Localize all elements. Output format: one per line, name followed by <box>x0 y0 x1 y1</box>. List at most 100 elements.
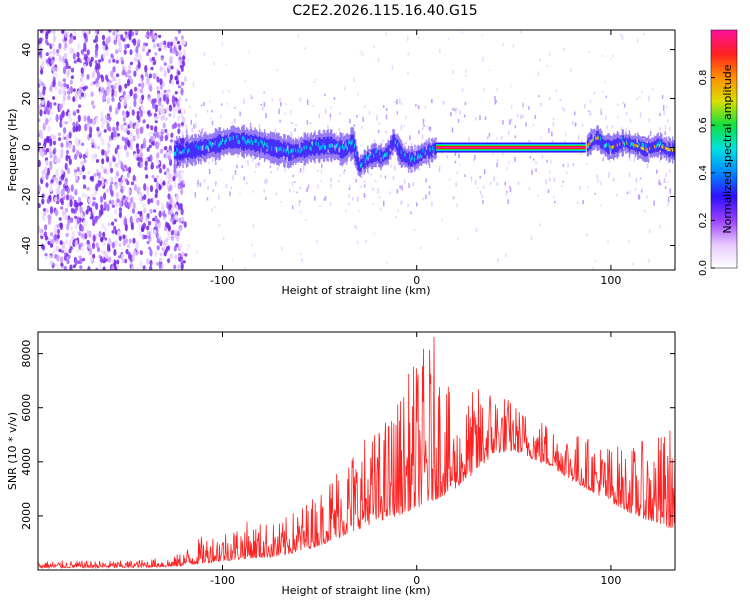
trace-core <box>373 153 375 158</box>
snr-x-ticks: -100 0 100 <box>210 332 621 587</box>
noise-speck <box>221 42 224 46</box>
trace-halo <box>215 161 217 165</box>
noise-speck <box>90 175 95 182</box>
noise-speck <box>142 44 146 51</box>
noise-speck <box>123 122 127 126</box>
noise-speck <box>151 56 155 62</box>
noise-speck <box>180 65 184 72</box>
trace-halo <box>221 103 223 106</box>
trace-halo <box>572 163 575 166</box>
trace-mid <box>345 140 347 156</box>
noise-speck <box>72 239 76 248</box>
noise-speck <box>166 183 170 188</box>
noise-speck <box>174 229 178 235</box>
noise-speck <box>167 210 172 215</box>
trace-halo <box>199 157 202 160</box>
noise-speck <box>91 144 95 148</box>
trace-halo <box>451 107 453 111</box>
trace-halo <box>509 185 511 189</box>
trace-halo <box>291 122 293 124</box>
noise-speck <box>158 34 162 39</box>
noise-speck <box>54 66 58 72</box>
noise-speck <box>41 99 45 105</box>
trace-halo <box>293 181 296 183</box>
noise-speck <box>40 152 44 158</box>
noise-speck <box>180 208 184 216</box>
trace-halo <box>185 162 187 166</box>
noise-speck <box>234 121 236 124</box>
trace-halo <box>363 193 366 198</box>
noise-speck <box>71 196 75 200</box>
noise-speck <box>38 89 41 96</box>
noise-speck <box>218 223 220 227</box>
trace-halo <box>318 113 320 119</box>
noise-speck <box>45 59 49 64</box>
trace-core <box>409 155 411 160</box>
trace-halo <box>342 141 344 144</box>
noise-speck <box>92 105 96 109</box>
trace-mid <box>304 139 307 158</box>
trace-halo <box>612 177 615 182</box>
trace-halo <box>665 141 668 146</box>
trace-halo <box>390 157 392 160</box>
trace-core <box>429 147 432 152</box>
noise-speck <box>61 120 65 126</box>
noise-speck <box>169 253 173 259</box>
noise-speck <box>113 130 117 138</box>
noise-speck <box>111 88 115 96</box>
noise-speck <box>149 185 154 193</box>
noise-speck <box>120 60 125 65</box>
noise-speck <box>120 34 124 41</box>
noise-speck <box>159 178 163 186</box>
trace-core <box>219 141 222 146</box>
noise-speck <box>60 142 64 148</box>
trace-halo <box>370 173 372 176</box>
noise-speck <box>632 262 634 266</box>
trace-mid <box>254 134 256 153</box>
trace-halo <box>198 130 201 133</box>
trace-core <box>182 149 184 154</box>
trace-halo <box>483 169 486 175</box>
noise-speck <box>49 84 53 92</box>
noise-speck <box>118 211 122 219</box>
trace-core <box>230 136 232 141</box>
trace-core-hot <box>619 142 621 146</box>
noise-speck <box>641 90 643 94</box>
trace-halo <box>265 196 267 201</box>
trace-halo <box>306 120 309 125</box>
noise-speck <box>49 243 54 248</box>
trace-halo <box>252 190 255 193</box>
trace-core <box>339 145 342 150</box>
noise-speck <box>172 112 176 119</box>
trace-halo <box>181 131 184 137</box>
trace-halo <box>255 163 257 169</box>
trace-halo <box>229 191 231 197</box>
trace-halo <box>514 125 517 129</box>
noise-speck <box>42 123 46 131</box>
noise-speck <box>108 58 112 64</box>
trace-halo <box>385 114 388 120</box>
trace-halo <box>549 177 551 182</box>
noise-speck <box>43 86 47 91</box>
noise-speck <box>139 161 143 169</box>
trace-halo <box>222 132 224 137</box>
noise-speck <box>118 235 122 241</box>
noise-speck <box>447 37 450 40</box>
noise-speck <box>49 184 53 193</box>
trace-halo <box>344 169 346 171</box>
noise-speck <box>108 160 112 168</box>
noise-speck <box>118 84 122 92</box>
noise-speck <box>102 119 106 125</box>
noise-speck <box>149 84 153 92</box>
noise-speck <box>162 67 166 71</box>
trace-halo <box>656 169 658 174</box>
noise-speck <box>664 124 667 129</box>
noise-speck <box>170 216 174 220</box>
trace-mid <box>357 156 359 170</box>
trace-halo <box>230 186 233 190</box>
noise-speck <box>354 224 356 229</box>
noise-speck <box>305 189 307 192</box>
noise-speck <box>496 137 498 140</box>
trace-halo <box>529 156 531 159</box>
trace-halo <box>504 181 506 186</box>
